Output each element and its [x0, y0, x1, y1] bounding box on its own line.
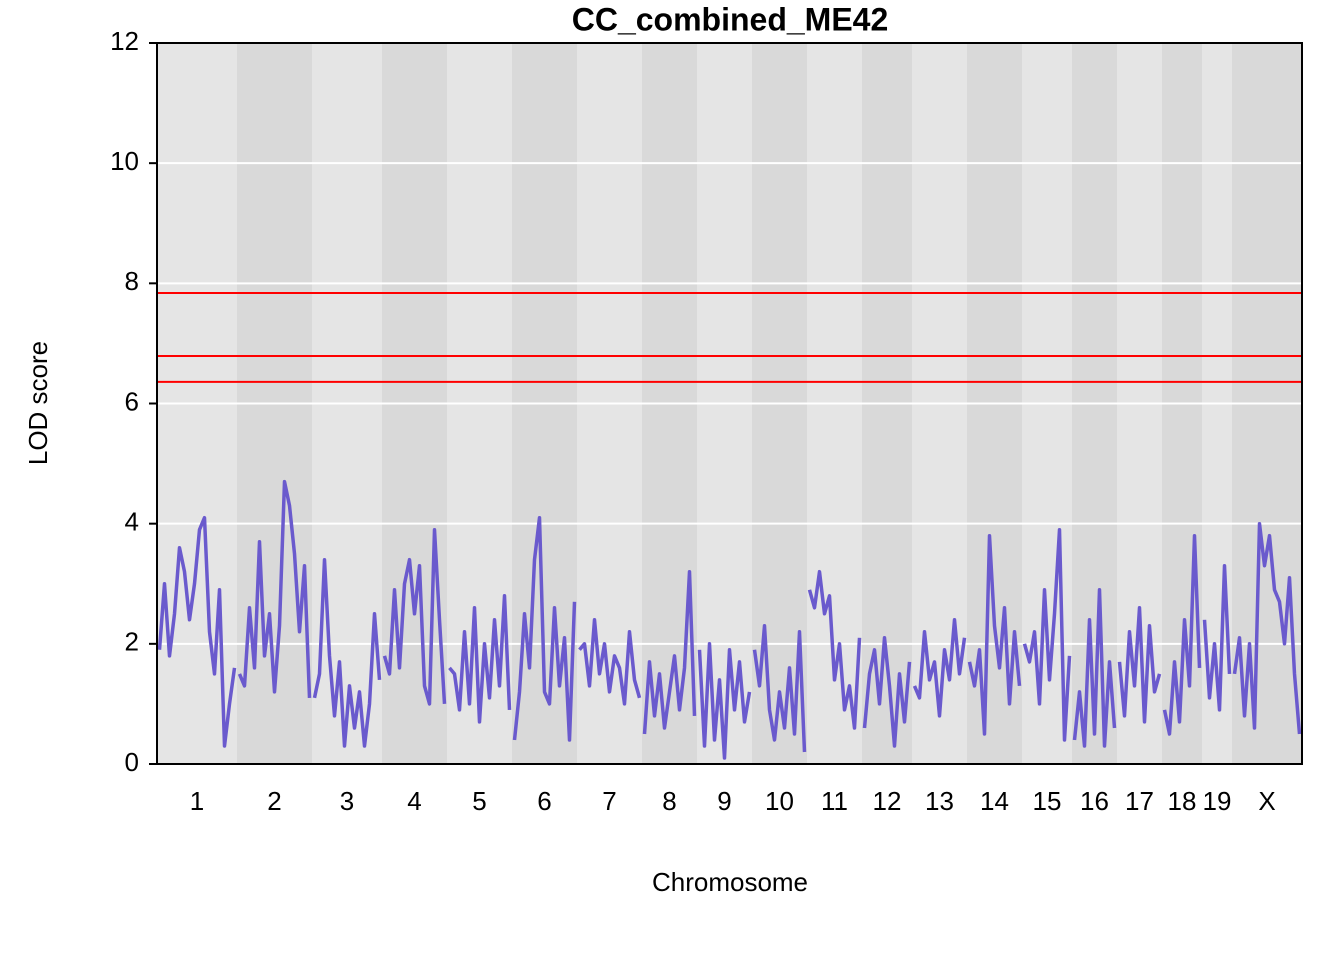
lod-curve — [1022, 527, 1072, 742]
lod-curve — [1162, 533, 1202, 736]
x-tick-label: 19 — [1203, 786, 1232, 816]
lod-curve — [1072, 588, 1117, 748]
y-tick-label: 2 — [125, 627, 139, 657]
x-tick-label: 7 — [602, 786, 616, 816]
x-tick-label: 11 — [821, 786, 848, 816]
x-tick-label: 17 — [1125, 786, 1154, 816]
lod-curve — [807, 569, 862, 730]
y-tick-label: 10 — [110, 146, 139, 176]
lod-curve — [578, 618, 642, 706]
lod-curve — [382, 527, 447, 706]
lod-curve — [1202, 563, 1232, 712]
lod-curve — [862, 636, 912, 748]
x-axis-label: Chromosome — [652, 867, 808, 897]
x-tick-label: 4 — [407, 786, 421, 816]
lod-curve — [912, 618, 967, 718]
plot-frame — [156, 42, 1303, 765]
x-tick-label: 13 — [925, 786, 954, 816]
lod-curve — [237, 479, 312, 698]
x-tick-label: 6 — [537, 786, 551, 816]
x-tick-label: 10 — [765, 786, 794, 816]
y-tick-label: 0 — [125, 747, 139, 777]
x-tick-label: 12 — [873, 786, 902, 816]
lod-curve — [967, 533, 1022, 736]
x-tick-label: 15 — [1033, 786, 1062, 816]
x-tick-label: 14 — [980, 786, 1009, 816]
x-tick-label: X — [1258, 786, 1275, 816]
x-tick-label: 16 — [1080, 786, 1109, 816]
lod-curve — [752, 624, 807, 753]
lod-curve — [448, 594, 512, 724]
x-tick-label: 18 — [1168, 786, 1197, 816]
y-tick-label: 6 — [125, 386, 139, 416]
x-tick-label: 9 — [717, 786, 731, 816]
chart-title: CC_combined_ME42 — [572, 1, 889, 37]
x-tick-label: 8 — [662, 786, 676, 816]
lod-curve — [1117, 606, 1162, 724]
y-axis-label: LOD score — [23, 341, 53, 465]
y-tick-label: 8 — [125, 266, 139, 296]
lod-curve — [697, 642, 752, 760]
x-tick-label: 1 — [190, 786, 204, 816]
lod-curve — [642, 569, 697, 735]
y-tick-label: 4 — [125, 507, 139, 537]
lod-curve — [512, 515, 577, 742]
lod-curve — [1232, 521, 1302, 735]
lod-curve — [312, 557, 382, 748]
x-tick-label: 2 — [267, 786, 281, 816]
y-tick-label: 12 — [110, 26, 139, 56]
x-tick-label: 3 — [340, 786, 354, 816]
x-tick-label: 5 — [472, 786, 486, 816]
lod-curve — [157, 515, 237, 748]
